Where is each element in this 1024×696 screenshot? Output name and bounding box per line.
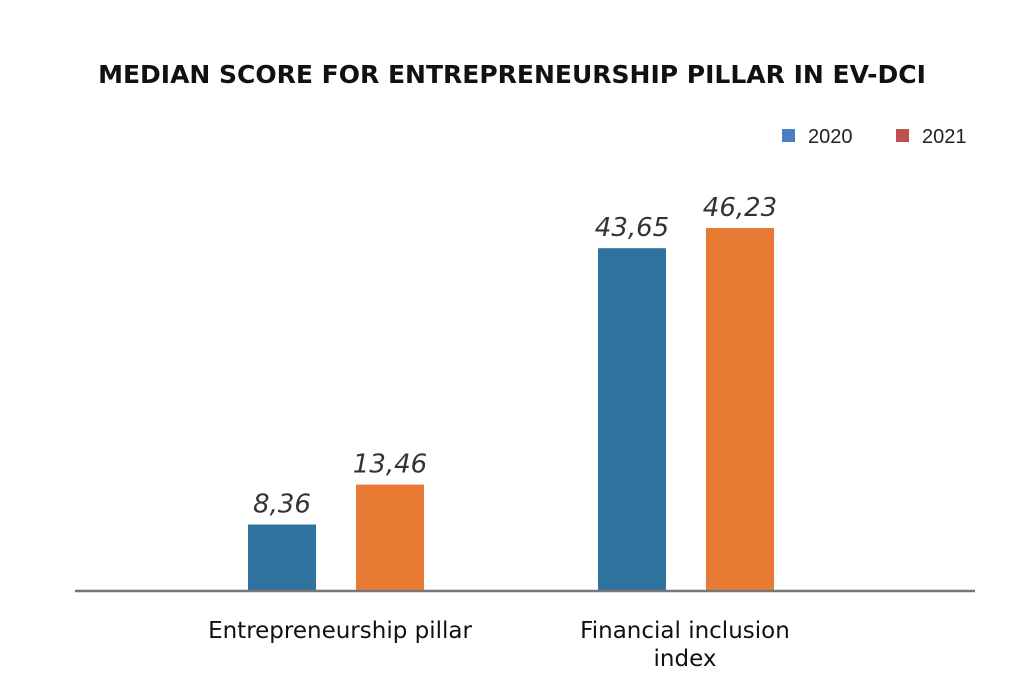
- legend-label-2021: 2021: [922, 126, 967, 148]
- chart-title: MEDIAN SCORE FOR ENTREPRENEURSHIP PILLAR…: [98, 60, 926, 89]
- category-label-1: Financial inclusion index: [580, 618, 790, 672]
- bar-2021-1: [706, 228, 774, 590]
- bar-2020-1: [598, 248, 666, 591]
- bar-2020-0: [248, 524, 316, 590]
- value-label-2021-0: 13,46: [353, 450, 427, 480]
- value-label-2020-0: 8,36: [253, 490, 311, 520]
- value-label-2020-1: 43,65: [595, 213, 669, 243]
- category-labels-group: Entrepreneurship pillar Financial inclusi…: [208, 618, 790, 672]
- legend: 2020 2021: [782, 126, 967, 148]
- value-label-2021-1: 46,23: [703, 193, 777, 223]
- legend-label-2020: 2020: [808, 126, 853, 148]
- bar-2021-0: [356, 484, 424, 590]
- legend-swatch-2021: [896, 129, 909, 142]
- legend-swatch-2020: [782, 129, 795, 142]
- bars-group: [248, 228, 774, 591]
- category-label-0: Entrepreneurship pillar: [208, 618, 472, 644]
- value-labels-group: 8,36 43,65 13,46 46,23: [253, 193, 777, 520]
